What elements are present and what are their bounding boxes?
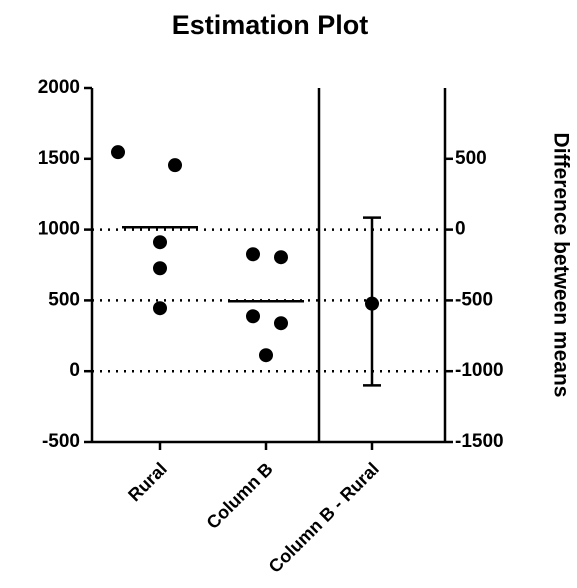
- data-point: [168, 158, 182, 173]
- y2-tick-label: -1000: [455, 360, 504, 381]
- data-point: [259, 348, 273, 363]
- y2-tick-label: -1500: [455, 431, 504, 452]
- y2-tick-label: 0: [455, 219, 466, 240]
- data-point: [274, 316, 288, 331]
- y-tick-label: 2000: [38, 77, 80, 98]
- y-tick-label: 1500: [38, 148, 80, 169]
- x-tick-label: Column B: [203, 459, 277, 533]
- data-point: [111, 145, 125, 160]
- y2-tick-label: 500: [455, 148, 487, 169]
- y2-axis-label: Difference between means: [549, 133, 572, 398]
- x-tick-label: Column B - Rural: [265, 459, 383, 577]
- y-tick-label: -500: [42, 431, 80, 452]
- y-tick-label: 0: [69, 360, 80, 381]
- x-tick-label: Rural: [124, 459, 171, 506]
- data-point: [153, 261, 167, 276]
- chart-title: Estimation Plot: [172, 10, 369, 40]
- y2-tick-label: -500: [455, 289, 493, 310]
- data-point: [153, 301, 167, 316]
- y-tick-label: 1000: [38, 219, 80, 240]
- y-tick-label: 500: [48, 289, 80, 310]
- data-point: [274, 250, 288, 265]
- difference-point: [365, 296, 379, 311]
- data-point: [246, 247, 260, 262]
- data-point: [153, 235, 167, 250]
- data-point: [246, 309, 260, 324]
